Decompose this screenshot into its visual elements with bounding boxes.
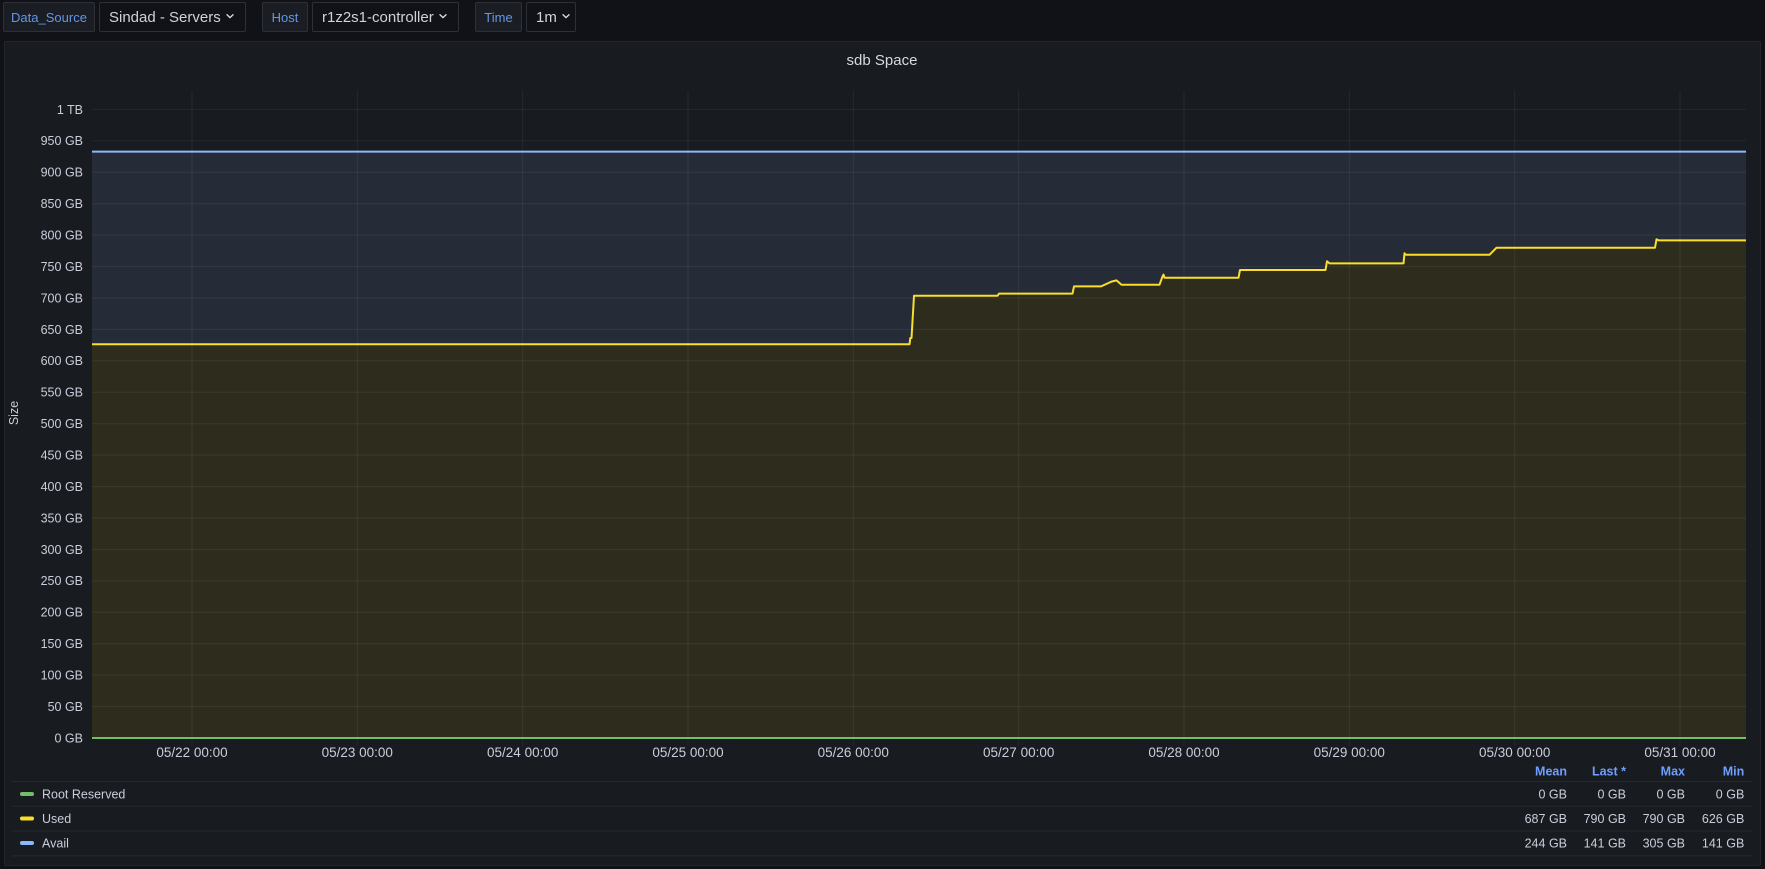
svg-text:05/23 00:00: 05/23 00:00 [322,745,393,760]
svg-text:05/24 00:00: 05/24 00:00 [487,745,558,760]
svg-text:50 GB: 50 GB [48,700,83,714]
svg-text:141 GB: 141 GB [1584,837,1626,851]
svg-text:Size: Size [7,401,21,425]
svg-text:300 GB: 300 GB [41,543,83,557]
svg-text:0 GB: 0 GB [1598,788,1627,802]
svg-text:Used: Used [42,812,71,826]
svg-text:244 GB: 244 GB [1525,837,1567,851]
svg-text:790 GB: 790 GB [1643,812,1685,826]
svg-text:450 GB: 450 GB [41,449,83,463]
svg-text:05/30 00:00: 05/30 00:00 [1479,745,1550,760]
svg-text:200 GB: 200 GB [41,606,83,620]
svg-text:550 GB: 550 GB [41,386,83,400]
svg-text:05/25 00:00: 05/25 00:00 [652,745,723,760]
svg-text:0 GB: 0 GB [1657,788,1686,802]
svg-text:100 GB: 100 GB [41,669,83,683]
svg-text:350 GB: 350 GB [41,511,83,525]
svg-text:305 GB: 305 GB [1643,837,1685,851]
svg-text:141 GB: 141 GB [1702,837,1744,851]
svg-text:750 GB: 750 GB [41,260,83,274]
svg-text:05/29 00:00: 05/29 00:00 [1314,745,1385,760]
svg-text:900 GB: 900 GB [41,166,83,180]
svg-text:850 GB: 850 GB [41,197,83,211]
svg-text:05/26 00:00: 05/26 00:00 [818,745,889,760]
svg-text:0 GB: 0 GB [55,731,84,745]
svg-text:Avail: Avail [42,837,69,851]
svg-text:650 GB: 650 GB [41,323,83,337]
svg-text:790 GB: 790 GB [1584,812,1626,826]
svg-text:700 GB: 700 GB [41,291,83,305]
svg-text:150 GB: 150 GB [41,637,83,651]
svg-text:0 GB: 0 GB [1716,788,1745,802]
svg-text:Mean: Mean [1535,765,1567,779]
svg-text:Max: Max [1661,765,1685,779]
svg-text:05/28 00:00: 05/28 00:00 [1148,745,1219,760]
svg-text:600 GB: 600 GB [41,354,83,368]
svg-text:800 GB: 800 GB [41,229,83,243]
svg-text:500 GB: 500 GB [41,417,83,431]
svg-text:Last *: Last * [1592,765,1626,779]
svg-text:05/27 00:00: 05/27 00:00 [983,745,1054,760]
svg-text:687 GB: 687 GB [1525,812,1567,826]
svg-text:1 TB: 1 TB [57,103,83,117]
svg-text:400 GB: 400 GB [41,480,83,494]
svg-text:250 GB: 250 GB [41,574,83,588]
svg-text:626 GB: 626 GB [1702,812,1744,826]
svg-text:05/31 00:00: 05/31 00:00 [1644,745,1715,760]
svg-text:05/22 00:00: 05/22 00:00 [156,745,227,760]
svg-text:950 GB: 950 GB [41,134,83,148]
svg-text:Root Reserved: Root Reserved [42,788,125,802]
svg-text:sdb Space: sdb Space [847,52,918,69]
svg-text:Min: Min [1723,765,1745,779]
svg-text:0 GB: 0 GB [1539,788,1568,802]
